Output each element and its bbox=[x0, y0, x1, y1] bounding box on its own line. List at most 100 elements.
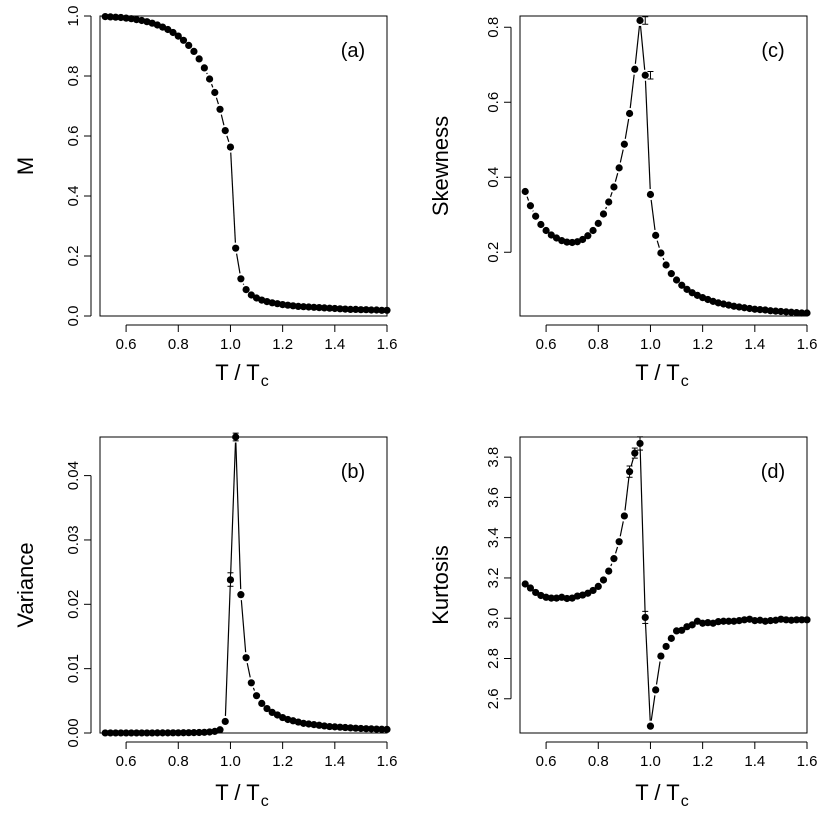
y-tick-label: 0.8 bbox=[485, 17, 502, 38]
data-point bbox=[526, 584, 535, 592]
data-point bbox=[247, 679, 255, 687]
x-tick-label: 1.0 bbox=[220, 336, 241, 353]
data-point bbox=[216, 105, 224, 113]
data-point bbox=[232, 433, 240, 441]
data-point bbox=[563, 238, 571, 246]
series-line-segment bbox=[236, 253, 241, 274]
data-point bbox=[326, 304, 334, 312]
data-point bbox=[242, 286, 250, 294]
data-point bbox=[521, 580, 529, 588]
y-tick-label: 2.6 bbox=[485, 688, 502, 709]
data-point bbox=[542, 226, 550, 235]
data-point bbox=[751, 617, 759, 625]
data-point bbox=[362, 306, 370, 314]
data-point bbox=[169, 729, 177, 737]
data-point bbox=[605, 567, 613, 575]
x-axis-label-subscript: c bbox=[261, 373, 269, 390]
data-point bbox=[714, 618, 722, 626]
data-point bbox=[367, 306, 375, 314]
data-point bbox=[232, 244, 240, 252]
data-point bbox=[320, 304, 328, 312]
plot-frame bbox=[519, 15, 808, 317]
panel-label: (d) bbox=[761, 461, 785, 483]
data-point bbox=[143, 729, 151, 737]
x-axis-label: T / T bbox=[215, 360, 259, 385]
series-line-segment bbox=[639, 448, 646, 612]
data-point bbox=[122, 729, 130, 737]
y-tick-label: 3.6 bbox=[485, 487, 502, 508]
y-tick-label: 3.0 bbox=[485, 608, 502, 629]
data-point bbox=[153, 729, 161, 737]
data-point bbox=[294, 302, 302, 310]
data-point bbox=[226, 576, 235, 584]
y-tick-label: 0.4 bbox=[65, 186, 82, 207]
data-point bbox=[258, 699, 266, 708]
data-point bbox=[320, 722, 328, 730]
y-tick-label: 0.00 bbox=[65, 718, 82, 747]
panel-label: (b) bbox=[341, 461, 365, 483]
data-point bbox=[357, 306, 365, 314]
data-point bbox=[792, 309, 801, 317]
data-point bbox=[211, 88, 219, 97]
data-point bbox=[263, 704, 271, 713]
data-point bbox=[331, 723, 339, 731]
data-point bbox=[688, 621, 696, 629]
series-line-segment bbox=[630, 458, 634, 467]
series-line-segment bbox=[644, 622, 651, 721]
series-line-segment bbox=[629, 74, 635, 109]
data-point bbox=[610, 183, 618, 191]
panel-label: (c) bbox=[761, 40, 784, 62]
y-tick-label: 3.2 bbox=[485, 568, 502, 589]
data-point bbox=[803, 616, 811, 624]
data-point bbox=[792, 616, 801, 624]
data-point bbox=[678, 281, 686, 289]
data-point bbox=[242, 654, 250, 662]
data-point bbox=[383, 306, 391, 314]
data-point bbox=[798, 309, 806, 317]
data-point bbox=[740, 616, 748, 624]
series-line-segment bbox=[650, 199, 656, 230]
data-point bbox=[589, 226, 597, 235]
data-point bbox=[699, 619, 707, 627]
data-point bbox=[341, 305, 349, 313]
data-point bbox=[378, 725, 386, 733]
data-point bbox=[782, 308, 790, 316]
series-line-segment bbox=[211, 83, 214, 88]
series-line-segment bbox=[610, 563, 613, 567]
x-tick-label: 1.6 bbox=[797, 336, 818, 353]
data-point bbox=[112, 729, 120, 737]
series-line-segment bbox=[526, 196, 530, 201]
data-point bbox=[798, 616, 806, 624]
data-point bbox=[641, 613, 649, 622]
data-point bbox=[221, 127, 229, 135]
data-point bbox=[138, 729, 146, 737]
x-axis-label: T / T bbox=[635, 360, 679, 385]
series-line-segment bbox=[230, 442, 237, 575]
y-tick-label: 1.0 bbox=[65, 6, 82, 27]
data-point bbox=[751, 305, 759, 313]
data-point bbox=[221, 717, 229, 726]
data-point bbox=[305, 303, 313, 311]
data-point bbox=[174, 729, 182, 737]
series-line-segment bbox=[609, 191, 613, 198]
x-axis-label-subscript: c bbox=[261, 793, 269, 810]
x-tick-label: 1.2 bbox=[692, 336, 713, 353]
data-point bbox=[195, 728, 203, 737]
series-line-segment bbox=[634, 25, 641, 64]
data-point bbox=[563, 594, 571, 603]
data-point bbox=[537, 220, 545, 229]
data-point bbox=[352, 724, 360, 732]
x-tick-label: 0.6 bbox=[536, 753, 557, 770]
data-point bbox=[305, 720, 313, 728]
panel-label: (a) bbox=[341, 40, 365, 62]
data-point bbox=[185, 729, 193, 737]
series-line-segment bbox=[252, 687, 256, 691]
x-axis-label-subscript: c bbox=[681, 793, 689, 810]
data-point bbox=[226, 143, 235, 151]
plot-frame bbox=[519, 436, 808, 734]
data-point bbox=[584, 232, 592, 240]
data-point bbox=[310, 303, 318, 311]
data-point bbox=[179, 729, 188, 737]
data-point bbox=[678, 626, 686, 634]
